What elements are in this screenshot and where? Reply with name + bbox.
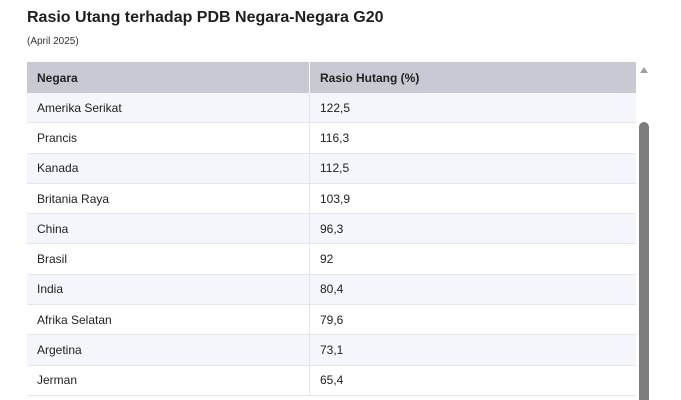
country-cell: Prancis [27, 122, 310, 154]
debt-ratio-cell: 116,3 [309, 122, 636, 154]
table-row: Prancis 116,3 [27, 122, 636, 154]
country-cell: Kanada [27, 153, 310, 184]
table-header-row: Negara Rasio Hutang (%) [27, 62, 636, 93]
debt-ratio-cell: 79,6 [309, 304, 636, 336]
debt-ratio-cell: 103,9 [309, 183, 636, 215]
country-cell: Britania Raya [27, 183, 310, 215]
country-cell: India [27, 274, 310, 306]
country-cell: Afrika Selatan [27, 304, 310, 336]
table-row: Kanada 112,5 [27, 153, 636, 184]
column-header-country[interactable]: Negara [27, 62, 310, 93]
table-row: India 80,4 [27, 274, 636, 306]
triangle-up-icon[interactable] [640, 67, 648, 73]
debt-ratio-cell: 65,4 [309, 365, 636, 396]
debt-ratio-cell: 80,4 [309, 274, 636, 306]
table-row: Argetina 73,1 [27, 334, 636, 366]
table-row: Amerika Serikat 122,5 [27, 93, 636, 124]
debt-ratio-cell: 92 [309, 243, 636, 275]
country-cell: Argetina [27, 334, 310, 366]
page-title: Rasio Utang terhadap PDB Negara-Negara G… [27, 9, 384, 26]
table-row: Afrika Selatan 79,6 [27, 304, 636, 336]
country-cell: Jerman [27, 365, 310, 396]
country-cell: Brasil [27, 243, 310, 275]
table-container[interactable]: Negara Rasio Hutang (%) Amerika Serikat … [27, 62, 636, 400]
column-header-debt-ratio[interactable]: Rasio Hutang (%) [309, 62, 636, 93]
table-row: Britania Raya 103,9 [27, 183, 636, 215]
debt-ratio-table: Negara Rasio Hutang (%) Amerika Serikat … [27, 62, 636, 396]
scrollbar-thumb[interactable] [639, 122, 649, 400]
country-cell: Amerika Serikat [27, 93, 310, 124]
page-subtitle: (April 2025) [27, 36, 79, 47]
table-row: Brasil 92 [27, 243, 636, 275]
vertical-scrollbar[interactable] [637, 62, 651, 400]
table-row: China 96,3 [27, 213, 636, 245]
debt-ratio-cell: 122,5 [309, 93, 636, 124]
debt-ratio-cell: 112,5 [309, 153, 636, 184]
debt-ratio-cell: 96,3 [309, 213, 636, 245]
debt-ratio-cell: 73,1 [309, 334, 636, 366]
table-row: Jerman 65,4 [27, 365, 636, 396]
country-cell: China [27, 213, 310, 245]
